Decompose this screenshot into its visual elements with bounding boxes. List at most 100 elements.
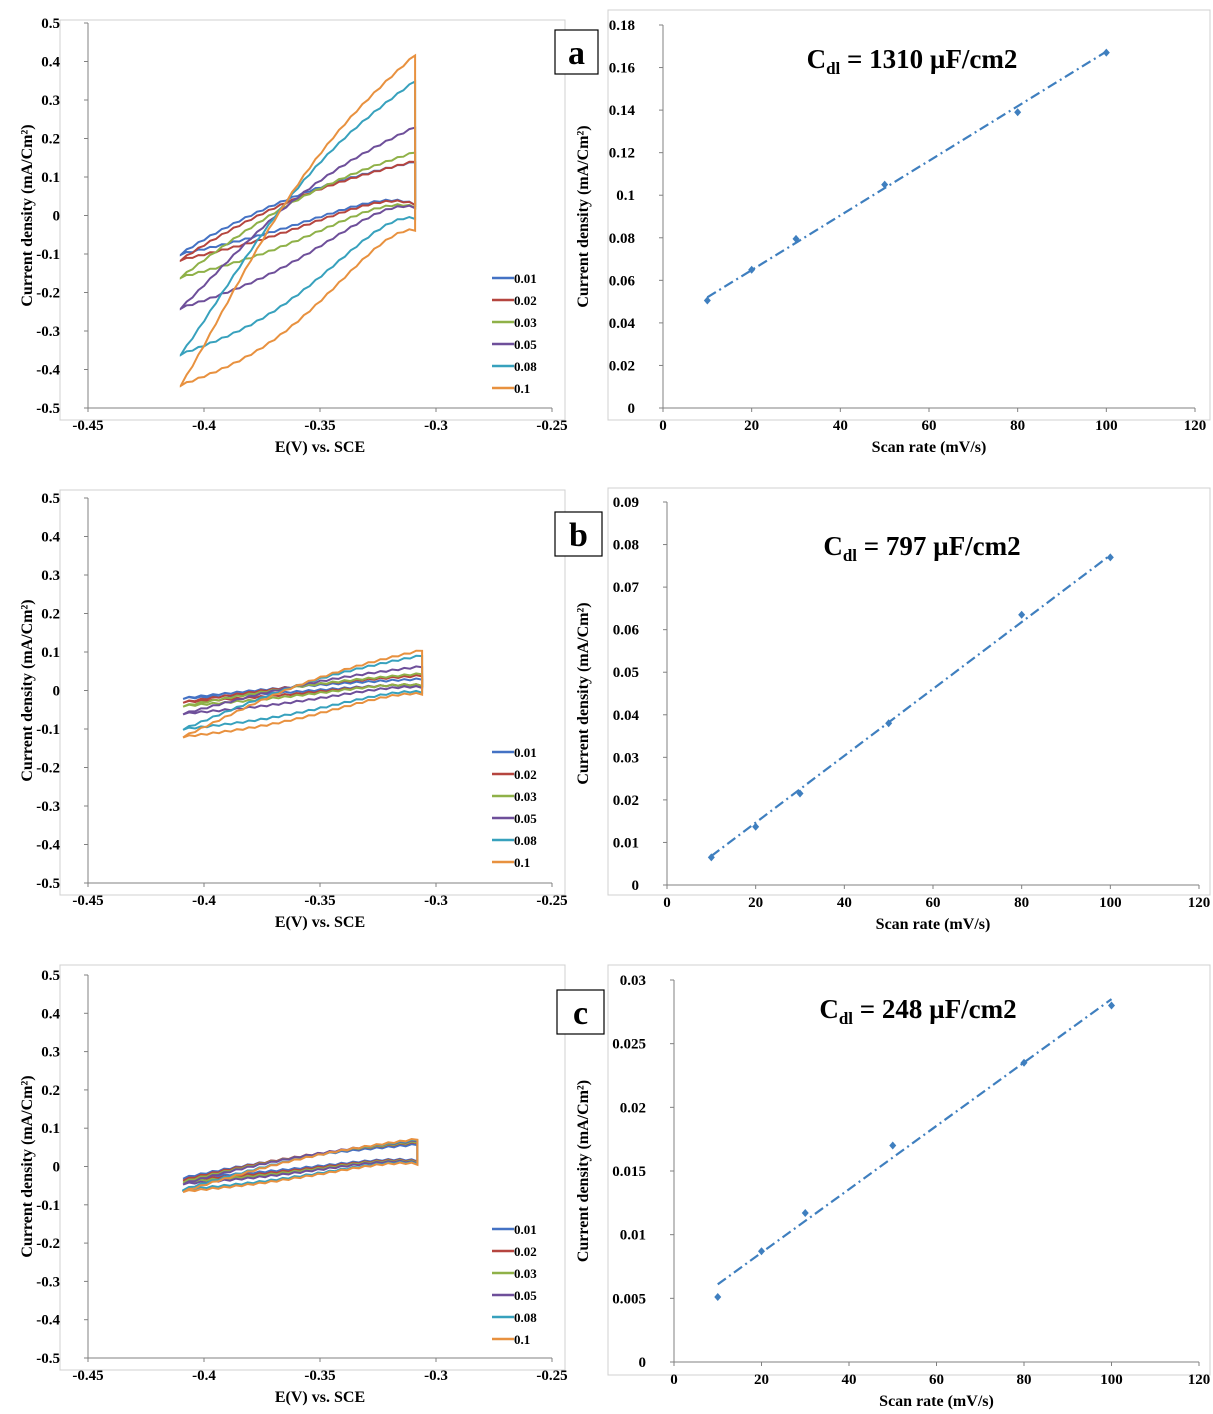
chart-panel-a-cv: -0.45 -0.4 -0.35 -0.3 -0.25 -0.5 -0.4 -0.3 -0.2 -… xyxy=(19,16,599,456)
y-tick-label: 0 xyxy=(53,1160,61,1176)
y-tick-label: 0.02 xyxy=(613,793,639,809)
y-axis-label: Current density (mA/Cm²) xyxy=(575,602,592,784)
y-tick-label: 0.1 xyxy=(41,1121,60,1137)
cdl-annotation: Cdl = 1310 µF/cm2 xyxy=(807,44,1018,78)
y-tick-label: -0.3 xyxy=(36,324,60,340)
data-point xyxy=(748,265,756,274)
chart-panel-b-cv: -0.45 -0.4 -0.35 -0.3 -0.25 -0.5 -0.4 -0.3 -0.2 -… xyxy=(19,489,603,931)
x-tick-label: 20 xyxy=(748,895,763,911)
legend-label: 0.1 xyxy=(514,1332,530,1347)
y-tick-label: 0.05 xyxy=(613,665,639,681)
data-point xyxy=(796,789,804,798)
y-tick-label: 0.005 xyxy=(612,1291,646,1307)
x-tick-label: 40 xyxy=(837,895,852,911)
cdl-subscript: dl xyxy=(839,1009,853,1028)
cv-curve-0-1 xyxy=(182,1137,419,1194)
y-tick-label: -0.5 xyxy=(36,1351,60,1367)
cdl-symbol: C xyxy=(807,44,827,74)
legend-label: 0.01 xyxy=(514,271,537,286)
y-tick-label: 0.02 xyxy=(620,1100,646,1116)
legend-label: 0.1 xyxy=(514,855,530,870)
x-tick-label: 120 xyxy=(1188,1372,1211,1388)
chart-panel-b-cdl: 0 20 40 60 80 100 120 0 0.01 0.02 0.03 0.04 0.05 0.06… xyxy=(575,487,1211,933)
y-tick-label: -0.1 xyxy=(36,722,60,738)
data-point xyxy=(881,180,889,189)
y-tick-label: 0.01 xyxy=(620,1228,646,1244)
data-point xyxy=(792,234,800,243)
legend-label: 0.01 xyxy=(514,745,537,760)
y-tick-label: 0.4 xyxy=(41,55,60,71)
chart-frame xyxy=(59,964,566,1371)
x-tick-label: 80 xyxy=(1017,1372,1032,1388)
y-tick-label: 0.06 xyxy=(613,623,640,639)
y-tick-label: 0.4 xyxy=(41,530,60,546)
legend-label: 0.03 xyxy=(514,315,537,330)
x-tick-label: 100 xyxy=(1099,895,1122,911)
y-tick-label: 0.16 xyxy=(609,61,636,77)
x-tick-label: 20 xyxy=(754,1372,769,1388)
x-tick-label: 40 xyxy=(842,1372,857,1388)
cdl-symbol: C xyxy=(819,994,839,1024)
x-axis-label: E(V) vs. SCE xyxy=(275,439,365,456)
y-tick-label: 0.025 xyxy=(612,1037,646,1053)
legend-label: 0.1 xyxy=(514,381,530,396)
y-tick-label: 0.3 xyxy=(41,568,60,584)
x-tick-label: 0 xyxy=(670,1372,678,1388)
y-tick-label: 0.07 xyxy=(613,580,640,596)
y-tick-label: 0.04 xyxy=(609,316,636,332)
legend-label: 0.03 xyxy=(514,1266,537,1281)
y-axis-label: Current density (mA/Cm²) xyxy=(575,1080,592,1262)
cv-curve-0-08 xyxy=(179,79,417,357)
chart-frame xyxy=(607,487,1211,896)
x-tick-label: 0 xyxy=(663,895,671,911)
y-tick-label: 0 xyxy=(632,878,640,894)
y-axis-label: Current density (mA/Cm²) xyxy=(575,125,592,307)
data-point xyxy=(752,822,760,831)
legend-label: 0.08 xyxy=(514,1310,537,1325)
y-tick-label: -0.1 xyxy=(36,247,60,263)
y-tick-label: 0.3 xyxy=(41,93,60,109)
y-tick-label: 0.5 xyxy=(41,491,60,507)
x-tick-label: -0.45 xyxy=(72,418,103,434)
x-tick-label: -0.3 xyxy=(424,893,448,909)
x-tick-label: -0.45 xyxy=(72,1368,103,1384)
y-tick-label: 0.1 xyxy=(41,645,60,661)
x-tick-label: -0.35 xyxy=(304,1368,335,1384)
x-tick-label: 80 xyxy=(1014,895,1029,911)
legend-label: 0.05 xyxy=(514,1288,537,1303)
y-tick-label: 0.1 xyxy=(616,188,635,204)
chart-panel-c-cv: -0.45 -0.4 -0.35 -0.3 -0.25 -0.5 -0.4 -0.3 -0.2 -… xyxy=(19,964,605,1406)
y-tick-label: 0 xyxy=(53,209,61,225)
y-tick-label: 0.5 xyxy=(41,16,60,32)
x-tick-label: -0.3 xyxy=(424,1368,448,1384)
chart-panel-a-cdl: 0 20 40 60 80 100 120 0 0.02 0.04 0.06 0.08 0.1 0.12 0… xyxy=(575,9,1211,456)
cv-curve-0-05 xyxy=(179,126,417,311)
y-tick-label: 0.2 xyxy=(41,607,60,623)
x-axis-label: E(V) vs. SCE xyxy=(275,1389,365,1406)
y-tick-label: -0.2 xyxy=(36,761,60,777)
y-tick-label: 0.2 xyxy=(41,1083,60,1099)
y-axis-label: Current density (mA/Cm²) xyxy=(19,599,36,781)
linear-fit-line xyxy=(710,554,1111,857)
cdl-subscript: dl xyxy=(826,59,840,78)
linear-fit-line xyxy=(706,50,1107,299)
x-tick-label: 40 xyxy=(833,418,848,434)
y-tick-label: -0.3 xyxy=(36,799,60,815)
data-point xyxy=(1014,108,1022,117)
x-tick-label: -0.25 xyxy=(536,418,567,434)
y-tick-label: -0.4 xyxy=(36,1313,60,1329)
x-tick-label: 60 xyxy=(922,418,937,434)
data-point xyxy=(703,296,711,305)
x-tick-label: -0.3 xyxy=(424,418,448,434)
y-tick-label: -0.4 xyxy=(36,363,60,379)
legend-label: 0.05 xyxy=(514,337,537,352)
data-point xyxy=(1102,48,1110,57)
y-tick-label: 0.12 xyxy=(609,146,635,162)
chart-frame xyxy=(59,489,566,896)
y-tick-label: 0.3 xyxy=(41,1045,60,1061)
chart-frame xyxy=(607,964,1211,1376)
panel-letter-box xyxy=(556,989,605,1035)
y-tick-label: 0.04 xyxy=(613,708,640,724)
x-tick-label: 60 xyxy=(929,1372,944,1388)
